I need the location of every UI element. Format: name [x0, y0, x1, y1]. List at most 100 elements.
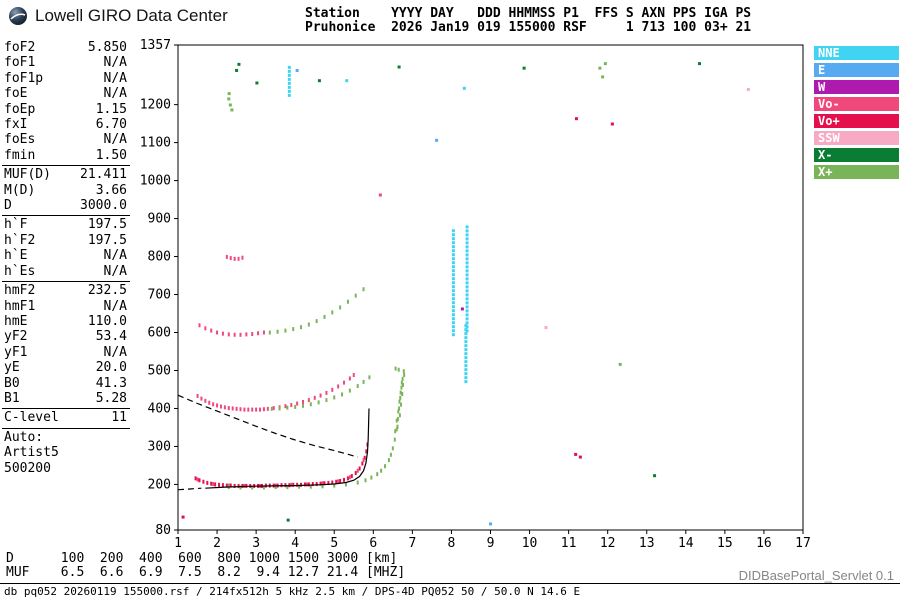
column-rfi-streak-1 — [451, 229, 455, 337]
param-row-fof1: foF1 N/A — [4, 55, 127, 70]
param-label: C-level — [4, 410, 59, 426]
y-tick-label: 500 — [148, 363, 171, 378]
lowell-logo-icon — [9, 7, 27, 25]
param-value: 6.70 — [95, 117, 127, 133]
legend-item-ssw: SSW — [814, 131, 899, 145]
param-row-b0: B0 41.3 — [4, 376, 127, 391]
y-axis: 80 200 300 400 500 600 700 800 900 1000 1100 1200 13… — [140, 38, 178, 538]
logo-text: Lowell GIRO Data Center — [35, 6, 228, 25]
param-value: 1.15 — [95, 101, 127, 117]
x-tick-label: 13 — [639, 536, 655, 551]
param-label: Auto: — [4, 429, 44, 445]
param-value: N/A — [103, 298, 127, 314]
param-value: 5.28 — [95, 390, 127, 406]
param-value: N/A — [103, 70, 127, 86]
y-tick-label: 300 — [148, 439, 171, 454]
y-tick-label: 600 — [148, 326, 171, 341]
param-row-hf2: h`F2 197.5 — [4, 233, 127, 248]
param-label: hmF1 — [4, 298, 36, 314]
param-label: MUF(D) — [4, 167, 51, 183]
param-label: yE — [4, 360, 20, 376]
param-label: D — [4, 198, 12, 214]
x-tick-label: 4 — [291, 536, 299, 551]
x-tick-label: 2 — [213, 536, 221, 551]
x-tick-label: 5 — [330, 536, 338, 551]
param-row-b1: B1 5.28 — [4, 391, 127, 406]
x-tick-label: 1 — [174, 536, 182, 551]
x-tick-label: 9 — [487, 536, 495, 551]
param-value: N/A — [103, 55, 127, 71]
param-row-clevel: C-level 11 — [4, 410, 127, 425]
param-label: h`Es — [4, 263, 36, 279]
param-value: N/A — [103, 263, 127, 279]
param-label: M(D) — [4, 182, 36, 198]
logo: Lowell GIRO Data Center — [8, 6, 228, 26]
param-label: hmE — [4, 313, 28, 329]
param-label: foF1p — [4, 70, 44, 86]
param-row-fof2: foF2 5.850 — [4, 40, 127, 55]
series-F2-hop-O — [196, 373, 355, 412]
param-row-foes: foEs N/A — [4, 132, 127, 147]
param-divider — [2, 281, 130, 283]
param-row-mufd: MUF(D) 21.411 — [4, 167, 127, 182]
distance-row: D 100 200 400 600 800 1000 1500 3000 [km… — [6, 551, 398, 566]
series-F1-trace-X — [227, 366, 406, 490]
param-value: 197.5 — [87, 232, 127, 248]
param-row-hmf1: hmF1 N/A — [4, 299, 127, 314]
param-row-hme: hmE 110.0 — [4, 314, 127, 329]
param-label: h`F2 — [4, 232, 36, 248]
ionogram-plot[interactable]: 1 2 3 4 5 6 7 8 9 10 11 12 13 14 15 16 17802003004005006… — [135, 38, 820, 555]
param-row-hf: h`F 197.5 — [4, 217, 127, 232]
param-label: fmin — [4, 147, 36, 163]
param-label: B0 — [4, 375, 20, 391]
param-row-500200: 500200 — [4, 461, 127, 476]
x-axis: 1 2 3 4 5 6 7 8 9 10 11 12 13 14 15 16 17 — [174, 530, 811, 551]
legend-item-x: X+ — [814, 165, 899, 179]
param-label: Artist5 — [4, 445, 59, 461]
y-tick-label: 400 — [148, 401, 171, 416]
param-divider — [2, 215, 130, 217]
param-row-auto: Auto: — [4, 430, 127, 445]
param-value: 1.50 — [95, 147, 127, 163]
param-value: 53.4 — [95, 329, 127, 345]
param-label: foF1 — [4, 55, 36, 71]
param-label: foEs — [4, 132, 36, 148]
param-label: foEp — [4, 101, 36, 117]
param-row-yf2: yF2 53.4 — [4, 329, 127, 344]
legend-item-x: X- — [814, 148, 899, 162]
x-tick-label: 8 — [448, 536, 456, 551]
param-label: hmF2 — [4, 283, 36, 299]
y-tick-label: 1200 — [140, 98, 171, 113]
echo-color-legend: NNE E W Vo- Vo+ SSW X- X+ — [814, 46, 899, 182]
x-tick-label: 12 — [600, 536, 616, 551]
x-tick-label: 3 — [252, 536, 260, 551]
param-label: foF2 — [4, 40, 36, 55]
status-bar: db pq052 20260119 155000.rsf / 214fx512h… — [0, 583, 900, 600]
series-F4-hop-O — [225, 254, 244, 261]
param-value: 3.66 — [95, 182, 127, 198]
param-row-hmf2: hmF2 232.5 — [4, 283, 127, 298]
series-F2-hop-X — [270, 375, 371, 411]
legend-item-nne: NNE — [814, 46, 899, 60]
muf-row: MUF 6.5 6.6 6.9 7.5 8.2 9.4 12.7 21.4 [M… — [6, 565, 406, 580]
param-value: N/A — [103, 86, 127, 102]
param-row-he: h`E N/A — [4, 248, 127, 263]
y-tick-label: 1100 — [140, 136, 171, 151]
header-column-labels: Station YYYY DAY DDD HHMMSS P1 FFS S AXN… — [305, 6, 752, 21]
overlay-transmission-curve — [177, 394, 358, 458]
servlet-version-label: DIDBasePortal_Servlet 0.1 — [738, 568, 894, 583]
y-tick-label: 200 — [148, 477, 171, 492]
param-label: 500200 — [4, 460, 51, 476]
param-label: yF1 — [4, 344, 28, 360]
x-tick-label: 17 — [795, 536, 811, 551]
param-divider — [2, 427, 130, 429]
column-rfi-streak-4 — [287, 65, 291, 97]
column-rfi-streak-2 — [465, 225, 469, 333]
column-rfi-streak-3 — [464, 324, 468, 384]
param-label: yF2 — [4, 329, 28, 345]
param-label: h`F — [4, 217, 28, 233]
param-row-fof1p: foF1p N/A — [4, 71, 127, 86]
y-tick-label: 1357 — [140, 38, 171, 53]
param-value: 197.5 — [87, 217, 127, 233]
